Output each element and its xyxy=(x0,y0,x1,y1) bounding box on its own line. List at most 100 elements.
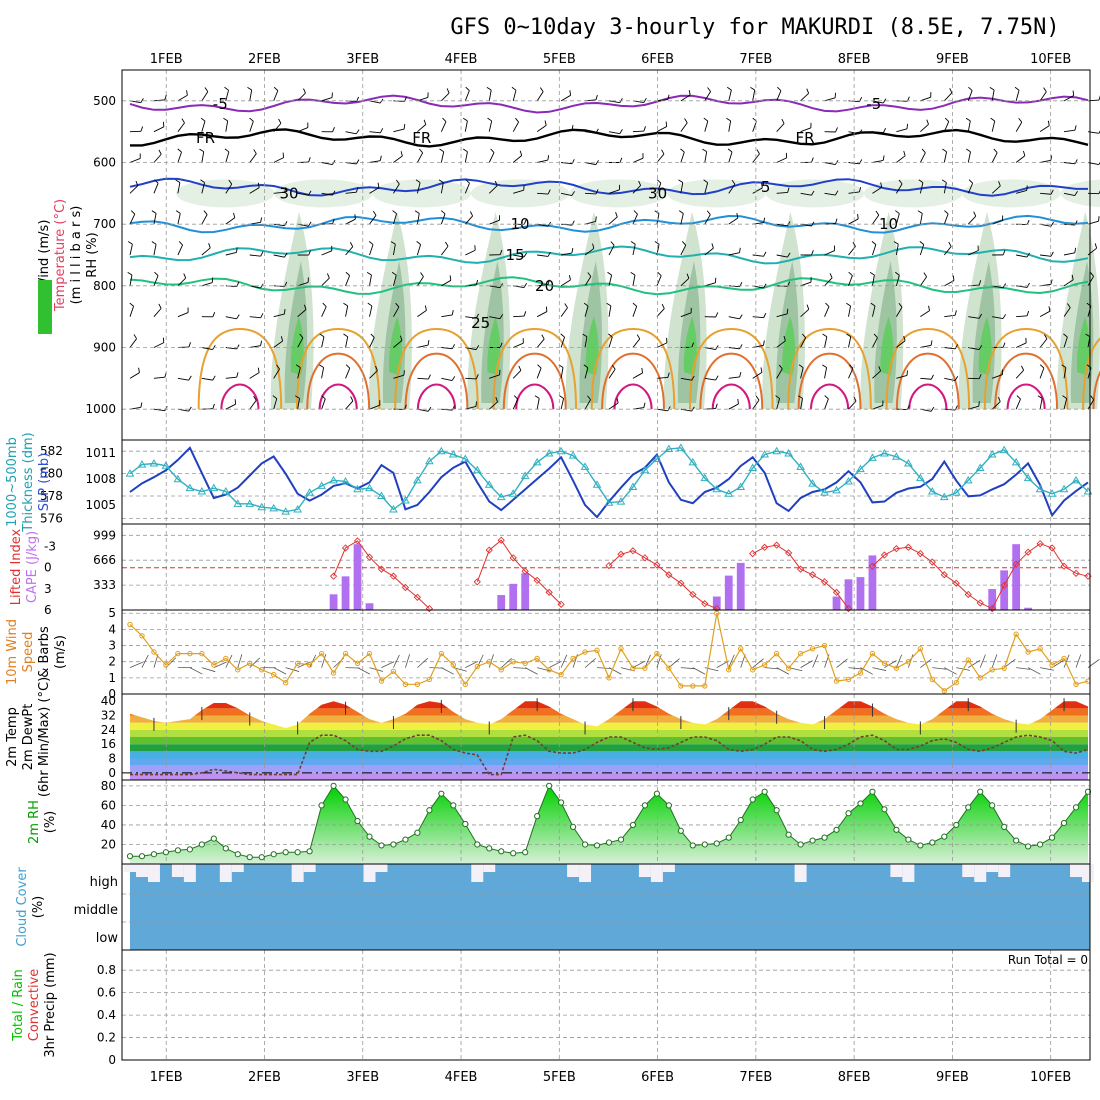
wind-barb xyxy=(153,99,165,102)
rh-point xyxy=(809,837,816,844)
cloud-gap xyxy=(363,864,376,882)
wind-barb xyxy=(273,223,285,227)
wind-barb xyxy=(824,336,828,348)
wind-barb xyxy=(1087,399,1095,410)
wind-barb-flag xyxy=(973,211,977,217)
wind-speed-point xyxy=(271,671,277,678)
rh-point xyxy=(893,826,900,833)
wind-barb xyxy=(440,245,449,256)
wind-barb-flag xyxy=(824,395,829,400)
wind-barb xyxy=(608,402,619,410)
wind-barb xyxy=(441,92,450,102)
wind-speed-point xyxy=(486,658,492,665)
wind-barb xyxy=(464,90,470,101)
wind-barb xyxy=(321,277,330,287)
contour-label: 10 xyxy=(510,215,529,233)
rh-point xyxy=(246,854,253,861)
wind-barb xyxy=(728,151,733,163)
wind-barb-flag xyxy=(494,180,498,186)
wind-barb xyxy=(872,337,878,348)
wind-barb xyxy=(177,312,189,318)
wind-barb xyxy=(776,398,781,410)
wind-barb-flag xyxy=(133,334,137,339)
cloud-level-label: high xyxy=(90,875,118,890)
wind-barb-flag xyxy=(377,182,380,188)
contour-label: FR xyxy=(412,129,431,147)
li-point xyxy=(473,578,481,586)
rh-shade-mid-level xyxy=(176,179,275,208)
wind-barb xyxy=(441,314,453,318)
thickness-point xyxy=(987,450,997,458)
wind-barb-flag xyxy=(224,148,230,153)
rh-point xyxy=(186,846,193,853)
cloud-gap xyxy=(890,864,903,877)
wind-barb-flag xyxy=(420,272,424,277)
wind-barb-flag xyxy=(308,157,311,163)
wind-barb-flag xyxy=(135,180,139,186)
wind-barb-flag xyxy=(882,155,885,161)
wind-barb-flag xyxy=(680,148,685,153)
wind-barb xyxy=(465,405,477,410)
wind-speed-point xyxy=(809,646,816,652)
wind-barb-flag xyxy=(273,86,279,91)
wind-barb-flag xyxy=(736,213,739,219)
wind-barb xyxy=(824,306,830,317)
wind-barb xyxy=(1040,192,1052,195)
temp-contour-25 xyxy=(492,327,578,410)
wind-barb-flag xyxy=(954,344,958,350)
wind-barb xyxy=(464,151,468,163)
wind-barb xyxy=(536,367,542,379)
wind-barb xyxy=(1063,398,1068,410)
temp-contour-35 xyxy=(711,383,751,410)
wind-speed-point xyxy=(199,650,205,657)
wind-barb-flag xyxy=(515,117,519,123)
wind-speed-point xyxy=(462,681,468,688)
wind-barb xyxy=(297,367,301,379)
wind-barb-flag xyxy=(835,190,839,196)
wind-barb xyxy=(177,151,182,163)
top-date-axis: 1FEB 2FEB 3FEB 4FEB 5FEB 6FEB 7FEB 8FEB 9FEB 10FE… xyxy=(150,52,1071,67)
wind-barb-flag xyxy=(656,179,662,184)
thickness-point xyxy=(161,461,171,469)
surface-wind-barb xyxy=(513,667,528,669)
wind-barb xyxy=(345,131,357,135)
wind-barb xyxy=(489,316,501,320)
wind-barb-flag xyxy=(587,395,591,400)
li-point xyxy=(976,599,984,607)
temp-band xyxy=(130,772,1088,780)
thickness-point xyxy=(496,492,506,501)
wind-barb xyxy=(968,250,979,256)
wind-barb-flag xyxy=(140,402,143,408)
wind-barb-flag xyxy=(858,186,862,193)
wind-barb-flag xyxy=(475,279,479,285)
rh-point xyxy=(869,788,876,795)
cloud-gap xyxy=(124,864,136,872)
wind-barb xyxy=(943,92,953,102)
wind-barb-flag xyxy=(632,302,638,307)
wind-barb-flag xyxy=(871,241,877,245)
wind-barb xyxy=(776,368,783,379)
wind-barb xyxy=(895,244,899,256)
wind-barb-flag xyxy=(739,247,741,253)
wind-barb-flag xyxy=(619,129,623,134)
wind-barb xyxy=(1063,129,1076,133)
wind-barb-flag xyxy=(636,334,641,340)
wind-barb xyxy=(1087,276,1094,287)
wind-barb-flag xyxy=(188,342,191,348)
wind-barb-flag xyxy=(930,374,934,380)
wind-barb xyxy=(919,244,925,256)
wind-barb-flag xyxy=(322,302,327,308)
cape-bar xyxy=(1012,544,1021,610)
rh-point xyxy=(1072,804,1080,811)
wind-barb-flag xyxy=(178,241,183,246)
rh-point xyxy=(917,842,924,849)
wind-barb-flag xyxy=(449,275,452,281)
thickness-point xyxy=(520,471,530,479)
temp-tick-label: 40 xyxy=(101,694,116,708)
thickness-point xyxy=(1059,484,1069,493)
temp-contour-30 xyxy=(601,352,665,410)
thickness-point xyxy=(700,473,710,482)
wind-barb xyxy=(345,246,354,256)
wind-barb-flag xyxy=(247,87,252,91)
rh-shade-mid-level xyxy=(470,179,570,208)
